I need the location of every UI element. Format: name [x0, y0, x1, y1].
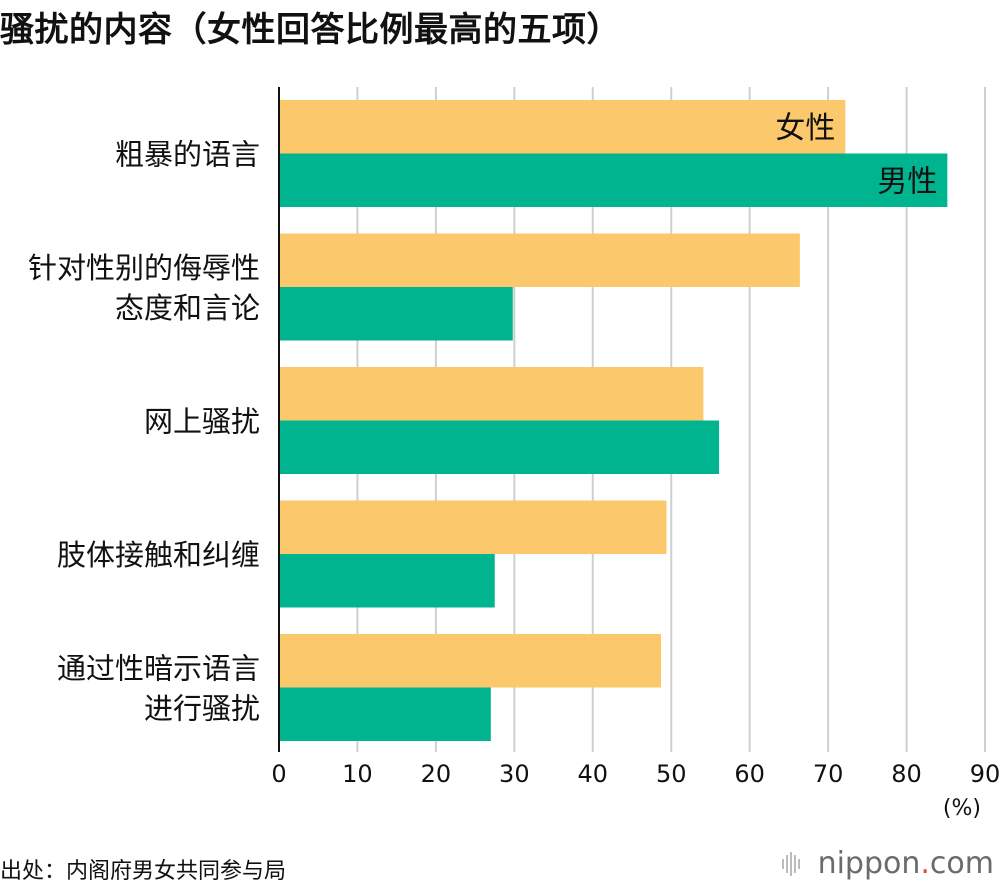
- x-tick-label: 50: [656, 760, 687, 788]
- x-tick-label: 10: [342, 760, 373, 788]
- legend-label-male: 男性: [877, 164, 937, 199]
- bar-female: [279, 500, 667, 554]
- bar-male: [279, 687, 491, 741]
- x-tick-label: 30: [499, 760, 530, 788]
- source-note: 出处：内阁府男女共同参与局: [0, 859, 287, 884]
- bar-male: [279, 287, 513, 341]
- x-tick-label: 40: [578, 760, 609, 788]
- x-tick-label: 60: [734, 760, 765, 788]
- category-label: 通过性暗示语言: [57, 652, 260, 686]
- category-label: 进行骚扰: [144, 692, 260, 726]
- category-label: 粗暴的语言: [115, 138, 260, 172]
- bar-male: [279, 420, 720, 474]
- x-unit-label: (%): [943, 796, 981, 821]
- brand-dot: .: [920, 846, 930, 881]
- category-label: 态度和言论: [115, 291, 260, 325]
- bar-male: [279, 153, 948, 207]
- bar-female: [279, 367, 704, 421]
- x-tick-label: 80: [891, 760, 922, 788]
- bar-female: [279, 634, 662, 688]
- bar-male: [279, 554, 495, 608]
- x-tick-label: 0: [271, 760, 286, 788]
- category-label: 针对性别的侮辱性: [28, 251, 260, 285]
- category-label: 网上骚扰: [144, 405, 260, 439]
- legend-label-female: 女性: [775, 111, 835, 146]
- nippon-logo-icon: [781, 851, 800, 876]
- chart-title: 骚扰的内容（女性回答比例最高的五项）: [0, 10, 621, 50]
- x-tick-label: 20: [421, 760, 452, 788]
- brand-logo: nippon. com: [780, 846, 994, 881]
- bar-female: [279, 233, 800, 287]
- x-tick-label: 90: [970, 760, 1000, 788]
- bar-female: [279, 100, 846, 154]
- brand-suffix: com: [929, 846, 994, 881]
- x-tick-label: 70: [813, 760, 844, 788]
- category-label: 肢体接触和纠缠: [57, 538, 260, 572]
- brand-name: nippon: [817, 846, 921, 881]
